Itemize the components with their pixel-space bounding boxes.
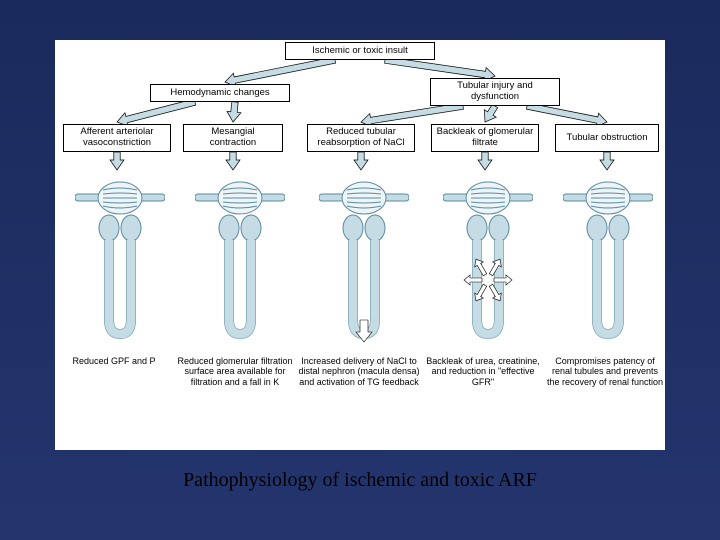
node-label: Tubular injury and dysfunction <box>434 81 556 103</box>
node-backleak: Backleak of glomerular filtrate <box>431 124 539 152</box>
slide-caption: Pathophysiology of ischemic and toxic AR… <box>0 469 720 492</box>
outcome-label: Backleak of urea, creatinine, and reduct… <box>426 356 540 387</box>
node-label: Hemodynamic changes <box>170 88 269 99</box>
diagram-panel: Ischemic or toxic insult Hemodynamic cha… <box>55 40 665 450</box>
node-label: Backleak of glomerular filtrate <box>435 127 535 149</box>
outcome-label: Reduced GPF and P <box>72 356 155 366</box>
node-root: Ischemic or toxic insult <box>285 42 435 60</box>
node-hemodynamic: Hemodynamic changes <box>150 84 290 102</box>
nephron-4 <box>443 170 533 350</box>
node-obstruction: Tubular obstruction <box>555 124 659 152</box>
nephron-3 <box>319 170 409 350</box>
nephron-2 <box>195 170 285 350</box>
node-label: Mesangial contraction <box>187 127 279 149</box>
caption-text: Pathophysiology of ischemic and toxic AR… <box>183 469 537 491</box>
outcome-label: Compromises patency of renal tubules and… <box>547 356 663 387</box>
node-mesangial: Mesangial contraction <box>183 124 283 152</box>
node-label: Afferent arteriolar vasoconstriction <box>67 127 167 149</box>
outcome-label: Reduced glomerular filtration surface ar… <box>177 356 292 387</box>
node-tubular-injury: Tubular injury and dysfunction <box>430 78 560 106</box>
nephron-1 <box>75 170 165 350</box>
nephron-5 <box>563 170 653 350</box>
node-afferent: Afferent arteriolar vasoconstriction <box>63 124 171 152</box>
outcome-label: Increased delivery of NaCl to distal nep… <box>298 356 419 387</box>
node-label: Ischemic or toxic insult <box>312 46 408 57</box>
node-label: Tubular obstruction <box>567 133 648 144</box>
node-reduced-nacl: Reduced tubular reabsorption of NaCl <box>307 124 415 152</box>
outcome-5: Compromises patency of renal tubules and… <box>545 356 665 387</box>
outcome-3: Increased delivery of NaCl to distal nep… <box>297 356 421 387</box>
outcome-2: Reduced glomerular filtration surface ar… <box>173 356 297 387</box>
outcome-4: Backleak of urea, creatinine, and reduct… <box>421 356 545 387</box>
outcome-1: Reduced GPF and P <box>55 356 173 366</box>
node-label: Reduced tubular reabsorption of NaCl <box>311 127 411 149</box>
